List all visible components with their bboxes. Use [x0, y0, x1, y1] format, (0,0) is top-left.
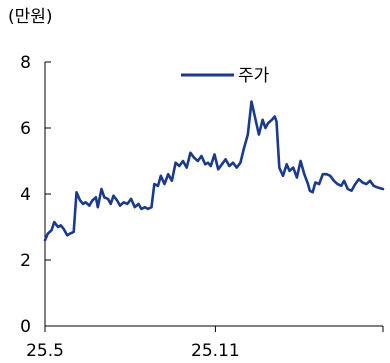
y-tick-label: 2: [20, 251, 31, 271]
x-tick-label: 25.5: [26, 341, 64, 361]
y-tick-label: 4: [20, 185, 31, 205]
x-tick-label: 25.11: [191, 341, 240, 361]
legend: 주가: [181, 66, 270, 86]
y-tick-label: 8: [20, 53, 31, 73]
y-axis: 0 2 4 6 8: [20, 53, 51, 337]
series-layer: [43, 100, 385, 242]
legend-label-price: 주가: [238, 66, 270, 86]
y-tick-label: 0: [20, 317, 31, 337]
unit-label: (만원): [8, 7, 53, 27]
series-line-0: [43, 100, 385, 242]
y-tick-label: 6: [20, 119, 31, 139]
x-axis: 25.5 25.11: [26, 325, 384, 361]
